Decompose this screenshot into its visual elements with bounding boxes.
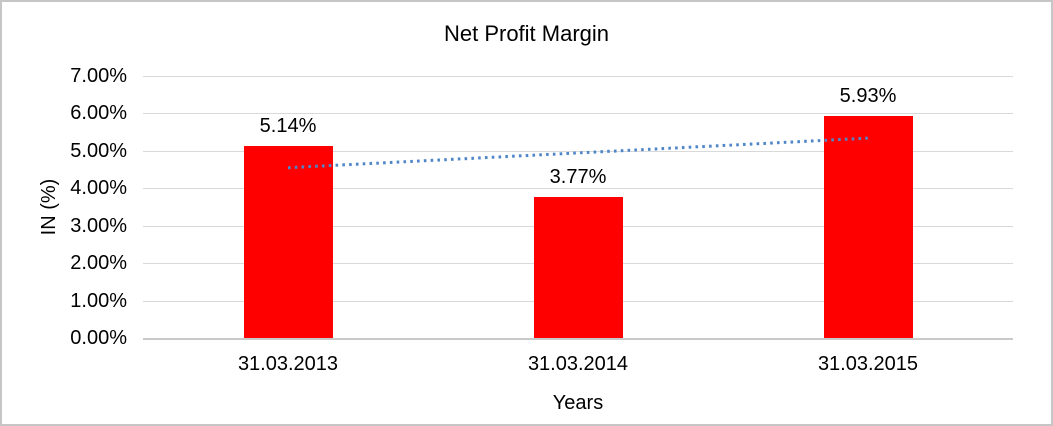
bar-data-label: 5.14% xyxy=(259,114,317,137)
trendline xyxy=(287,136,869,170)
x-axis-title: Years xyxy=(552,392,604,414)
chart-title: Net Profit Margin xyxy=(443,21,610,46)
y-tick-label: 7.00% xyxy=(70,65,127,87)
plot-area: 5.14% 3.77% 5.93% xyxy=(143,76,1013,340)
gridline xyxy=(143,113,1013,115)
y-tick-label: 3.00% xyxy=(70,214,127,237)
bar xyxy=(243,145,333,338)
gridline xyxy=(143,188,1013,190)
gridline xyxy=(143,76,1013,77)
x-tick-label: 31.03.2014 xyxy=(527,353,629,375)
x-tick-label: 31.03.2013 xyxy=(237,353,339,375)
y-tick-label: 5.00% xyxy=(70,139,127,162)
y-tick-label: 1.00% xyxy=(70,289,127,312)
bar-data-label: 3.77% xyxy=(549,165,607,188)
y-tick-label: 6.00% xyxy=(70,102,127,125)
bar xyxy=(823,116,913,338)
y-axis-title: IN (%) xyxy=(38,178,60,236)
gridline xyxy=(143,150,1013,152)
bar xyxy=(533,196,623,338)
y-tick-label: 0.00% xyxy=(70,327,127,349)
x-tick-label: 31.03.2015 xyxy=(817,353,919,375)
trendline-layer xyxy=(287,136,869,170)
bar-data-label: 5.93% xyxy=(839,85,897,108)
y-tick-label: 4.00% xyxy=(70,177,127,200)
y-tick-label: 2.00% xyxy=(70,252,127,275)
